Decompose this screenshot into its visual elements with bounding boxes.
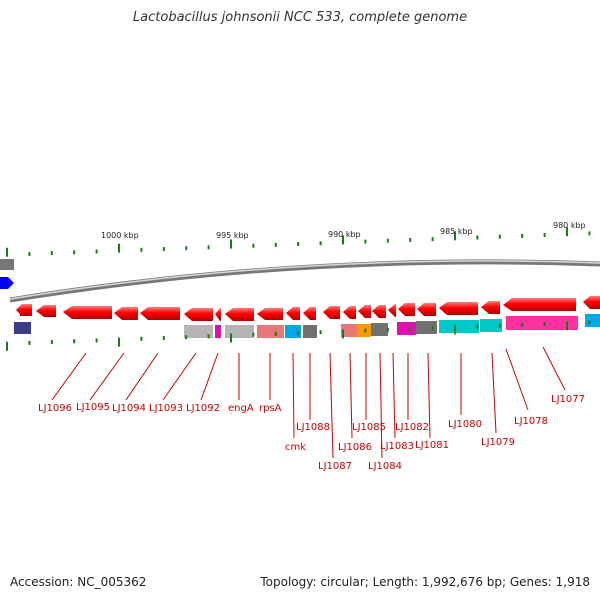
annotation-box [506, 316, 578, 330]
annotation-box [371, 323, 388, 336]
gene-arrow[interactable] [398, 303, 415, 316]
scale-label: 995 kbp [216, 231, 249, 240]
gene-arrow[interactable] [323, 306, 340, 319]
scale-labels: 1000 kbp 995 kbp 990 kbp 985 kbp 980 kbp [101, 221, 586, 240]
gene-label: LJ1080 [448, 419, 482, 430]
gene-arrow[interactable] [388, 304, 396, 317]
gene-label: LJ1078 [514, 416, 548, 427]
annotation-box [439, 320, 479, 333]
scale-label: 990 kbp [328, 230, 361, 239]
gene-track[interactable] [16, 296, 600, 321]
gene-arrow[interactable] [358, 305, 371, 318]
annotation-box [357, 324, 371, 337]
gene-arrow[interactable] [36, 305, 56, 317]
gene-label: engA [228, 403, 254, 414]
gene-label: LJ1092 [186, 403, 220, 414]
gene-label: LJ1077 [551, 394, 585, 405]
annotation-box [285, 325, 301, 338]
gene-label: LJ1095 [76, 402, 110, 413]
annotation-box [585, 314, 600, 327]
gene-label: LJ1086 [338, 442, 372, 453]
gene-arrow[interactable] [417, 303, 436, 316]
scale-label: 980 kbp [553, 221, 586, 230]
gene-arrow[interactable] [140, 307, 180, 320]
gene-labels: LJ1096 LJ1095 LJ1094 LJ1093 LJ1092 engA … [38, 394, 585, 472]
annotation-box [215, 325, 221, 338]
gene-label: LJ1087 [318, 461, 352, 472]
gene-arrow[interactable] [16, 304, 32, 316]
gene-arrow[interactable] [303, 307, 316, 320]
annotation-box [480, 319, 502, 332]
page-title: Lactobacillus johnsonii NCC 533, complet… [132, 10, 468, 25]
left-feature-blue-arrow [0, 277, 14, 289]
gene-label: LJ1081 [415, 440, 449, 451]
gene-label: LJ1088 [296, 422, 330, 433]
genome-info-text: Topology: circular; Length: 1,992,676 bp… [260, 575, 590, 589]
annotation-box [341, 324, 357, 337]
annotation-box [184, 325, 213, 338]
gene-arrow[interactable] [481, 301, 500, 314]
annotation-box [303, 325, 317, 338]
genome-backbone-highlight [9, 260, 600, 300]
gene-arrow[interactable] [583, 296, 600, 309]
annotation-box [14, 322, 31, 334]
scale-ticks-bottom [6, 320, 591, 351]
gene-label: LJ1085 [352, 422, 386, 433]
gene-label: LJ1082 [395, 422, 429, 433]
gene-arrow[interactable] [184, 308, 213, 321]
gene-arrow[interactable] [114, 307, 138, 320]
gene-arrow[interactable] [215, 308, 221, 321]
gene-label: rpsA [259, 403, 282, 414]
gene-label: LJ1093 [149, 403, 183, 414]
scale-ticks [6, 227, 591, 257]
gene-label: LJ1094 [112, 403, 146, 414]
scale-label: 1000 kbp [101, 231, 139, 240]
scale-label: 985 kbp [440, 227, 473, 236]
gene-arrow[interactable] [503, 298, 576, 311]
gene-label: cmk [285, 442, 306, 453]
gene-label: LJ1084 [368, 461, 402, 472]
gene-arrow[interactable] [225, 308, 254, 321]
gene-arrow[interactable] [63, 306, 112, 319]
gene-label: LJ1083 [380, 441, 414, 452]
gene-arrow[interactable] [372, 305, 386, 318]
gene-arrow[interactable] [286, 307, 300, 320]
gene-arrow[interactable] [439, 302, 478, 315]
gene-arrow[interactable] [343, 306, 356, 319]
annotation-box [257, 325, 284, 338]
gene-label: LJ1079 [481, 437, 515, 448]
annotation-track [14, 314, 600, 338]
annotation-box [225, 325, 254, 338]
genome-backbone [9, 259, 600, 303]
left-feature-gray [0, 259, 14, 270]
annotation-box [416, 321, 437, 334]
gene-arrow[interactable] [257, 308, 283, 320]
annotation-box [397, 322, 416, 335]
label-leaders [51, 346, 566, 459]
gene-label: LJ1096 [38, 403, 72, 414]
accession-text: Accession: NC_005362 [10, 575, 147, 589]
